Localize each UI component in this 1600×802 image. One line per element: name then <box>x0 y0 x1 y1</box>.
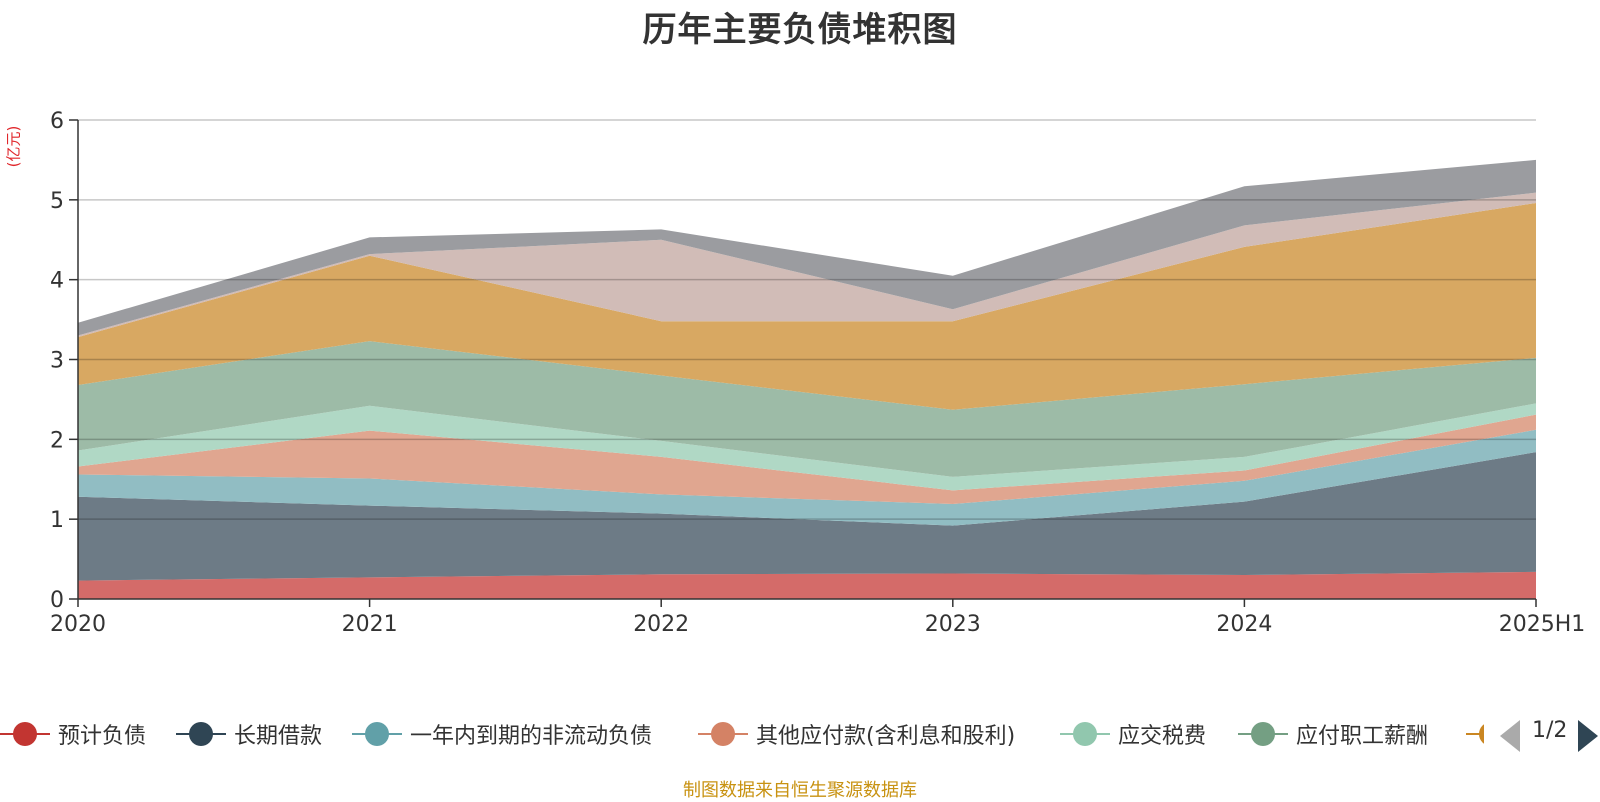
data-source-footer: 制图数据来自恒生聚源数据库 <box>683 780 917 801</box>
legend-marker-icon <box>352 719 402 749</box>
area-series-3 <box>78 429 1536 526</box>
legend-item-2[interactable]: 长期借款 <box>176 712 322 756</box>
legend-marker-icon <box>1238 719 1288 749</box>
y-tick-label-2: 2 <box>50 428 64 453</box>
area-series-1 <box>78 571 1536 599</box>
x-tick-label-2023: 2023 <box>925 612 981 637</box>
legend-next-page-button[interactable] <box>1578 720 1598 752</box>
y-tick-label-3: 3 <box>50 349 64 374</box>
legend-marker-icon <box>1466 719 1484 749</box>
legend-label: 应付职工薪酬 <box>1296 724 1429 749</box>
legend-item-6[interactable]: 应付职工薪酬 <box>1238 712 1428 756</box>
x-tick-label-2025H1: 2025H1 <box>1499 612 1586 637</box>
chart-title: 历年主要负债堆积图 <box>642 10 958 50</box>
y-tick-label-4: 4 <box>50 269 64 294</box>
area-series-6 <box>78 341 1536 477</box>
x-tick-label-2024: 2024 <box>1216 612 1272 637</box>
legend-marker-icon <box>0 719 50 749</box>
legend-marker-icon <box>698 719 748 749</box>
legend-label: 一年内到期的非流动负债 <box>410 724 653 749</box>
legend-marker-icon <box>176 719 226 749</box>
legend-item-clipped <box>1466 712 1484 756</box>
legend: 预计负债 长期借款 一年内到期的非流动负债 其他应付款(含利息和股利) 应交税费 应付职工… <box>0 712 1600 756</box>
legend-item-1[interactable]: 预计负债 <box>0 712 146 756</box>
y-tick-label-0: 0 <box>50 588 64 613</box>
y-tick-label-6: 6 <box>50 109 64 134</box>
area-series-9 <box>78 159 1536 336</box>
legend-item-4[interactable]: 其他应付款(含利息和股利) <box>698 712 1015 756</box>
area-series-4 <box>78 414 1536 504</box>
legend-prev-page-button[interactable] <box>1500 720 1520 752</box>
area-series-7 <box>78 203 1536 410</box>
legend-label: 预计负债 <box>58 724 147 749</box>
x-tick-label-2020: 2020 <box>50 612 106 637</box>
y-tick-label-1: 1 <box>50 508 64 533</box>
legend-item-5[interactable]: 应交税费 <box>1060 712 1206 756</box>
area-series-8 <box>78 192 1536 338</box>
area-series-5 <box>78 403 1536 491</box>
stacked-area-chart: 0 1 2 3 4 5 6 2020 2021 2022 2023 2024 2025H1 <box>50 109 1586 637</box>
x-tick-label-2021: 2021 <box>342 612 398 637</box>
legend-pager: 1/2 <box>1500 716 1600 756</box>
legend-label: 应交税费 <box>1118 724 1207 749</box>
legend-label: 长期借款 <box>234 724 323 749</box>
legend-page-indicator: 1/2 <box>1532 718 1568 743</box>
legend-marker-icon <box>1060 719 1110 749</box>
legend-item-3[interactable]: 一年内到期的非流动负债 <box>352 712 652 756</box>
x-tick-label-2022: 2022 <box>633 612 689 637</box>
y-tick-label-5: 5 <box>50 189 64 214</box>
area-series-2 <box>78 452 1536 581</box>
legend-label: 其他应付款(含利息和股利) <box>756 724 1016 749</box>
